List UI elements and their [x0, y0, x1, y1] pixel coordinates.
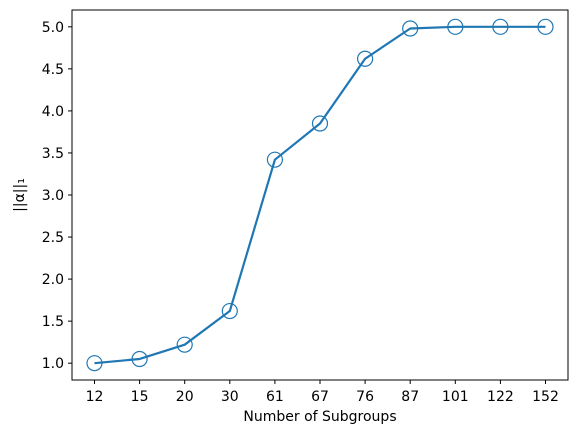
y-tick-label: 2.0 — [42, 272, 64, 288]
x-axis-label: Number of Subgroups — [243, 409, 396, 425]
x-tick-label: 12 — [86, 389, 104, 405]
y-tick-label: 5.0 — [42, 20, 64, 36]
y-tick-label: 3.0 — [42, 188, 64, 204]
y-tick-label: 1.0 — [42, 356, 64, 372]
x-tick-label: 67 — [311, 389, 329, 405]
data-point — [357, 50, 374, 67]
series-layer — [86, 18, 554, 372]
y-axis-label: ||α||₁ — [12, 178, 28, 212]
x-tick-label: 20 — [176, 389, 194, 405]
x-tick-label: 122 — [487, 389, 514, 405]
data-point — [176, 336, 193, 353]
data-point — [492, 18, 509, 35]
plot-frame — [71, 9, 569, 381]
y-axis-ticks: 1.0 1.5 2.0 2.5 3.0 3.5 4.0 4.5 5.0 — [42, 20, 72, 372]
x-axis-ticks: 12 15 20 30 61 67 76 87 101 122 152 — [86, 380, 559, 405]
data-point — [537, 18, 554, 35]
y-tick-label: 4.5 — [42, 62, 64, 78]
x-tick-label: 101 — [442, 389, 469, 405]
x-tick-label: 87 — [401, 389, 419, 405]
y-tick-label: 3.5 — [42, 146, 64, 162]
x-tick-label: 76 — [356, 389, 374, 405]
x-tick-label: 61 — [266, 389, 284, 405]
data-point — [131, 350, 148, 368]
x-tick-label: 15 — [131, 389, 149, 405]
data-point — [402, 20, 419, 37]
y-tick-label: 2.5 — [42, 230, 64, 246]
y-tick-label: 1.5 — [42, 314, 64, 330]
data-point — [447, 18, 464, 35]
series-line — [94, 25, 546, 365]
x-tick-label: 30 — [221, 389, 239, 405]
data-point — [266, 151, 283, 168]
data-point — [86, 355, 103, 372]
data-point — [311, 115, 329, 132]
y-tick-label: 4.0 — [42, 104, 64, 120]
data-point — [221, 302, 238, 320]
x-tick-label: 152 — [532, 389, 559, 405]
